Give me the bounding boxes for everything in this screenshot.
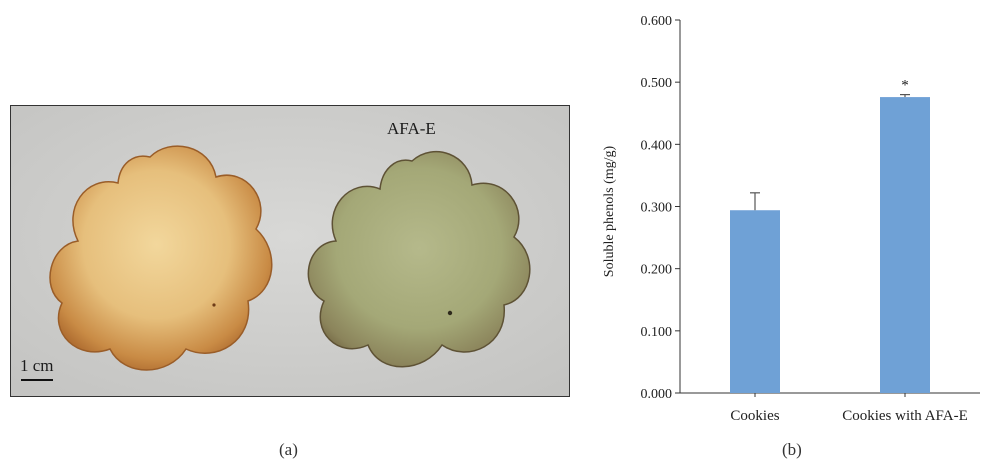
plain-cookie: [49, 145, 273, 371]
panel-b-caption: (b): [782, 440, 802, 459]
y-tick-label: 0.000: [641, 387, 673, 402]
x-tick-label: Cookies with AFA-E: [842, 408, 968, 424]
cookie-photo: [10, 105, 570, 397]
speckle: [212, 303, 216, 307]
scale-label: 1 cm: [20, 356, 54, 375]
bar: [730, 210, 780, 393]
photo-panel: AFA-E 1 cm: [10, 105, 570, 397]
y-tick-label: 0.300: [641, 201, 673, 216]
y-axis-label: Soluble phenols (mg/g): [602, 145, 617, 277]
significance-marker: *: [901, 78, 909, 94]
afa-cookie: [307, 150, 531, 368]
panel-a-caption: (a): [279, 440, 298, 459]
y-tick-label: 0.400: [641, 138, 673, 153]
y-tick-label: 0.600: [641, 14, 673, 29]
y-tick-label: 0.200: [641, 263, 673, 278]
scale-bar: [21, 379, 53, 381]
x-tick-label: Cookies: [730, 408, 779, 424]
y-tick-label: 0.100: [641, 325, 673, 340]
afa-e-label: AFA-E: [387, 119, 436, 138]
bar: [880, 97, 930, 393]
bar-chart: 0.000 0.100 0.200 0.300 0.400 0.500 0.600 Solub…: [602, 14, 980, 424]
speckle: [447, 310, 453, 316]
y-tick-label: 0.500: [641, 76, 673, 91]
